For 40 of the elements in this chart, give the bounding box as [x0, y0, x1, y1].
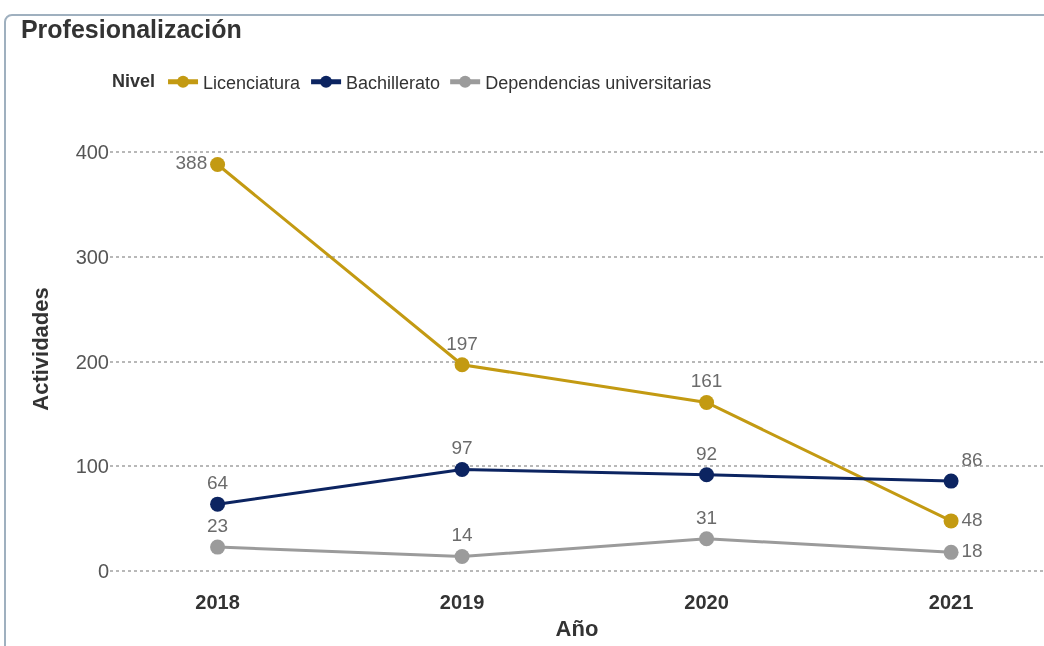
y-tick-label: 200	[75, 350, 109, 373]
data-label: 92	[696, 442, 718, 464]
point	[943, 513, 959, 529]
y-tick-label: 300	[75, 245, 109, 268]
point	[943, 544, 959, 560]
point	[210, 496, 226, 512]
legend-title: Nivel	[112, 70, 156, 91]
chart-title: Profesionalización	[20, 14, 242, 43]
data-label: 86	[961, 448, 983, 470]
legend-label: Licenciatura	[203, 72, 302, 93]
point	[699, 531, 715, 547]
point	[210, 539, 226, 555]
y-tick-label: 400	[75, 140, 109, 163]
data-label: 23	[207, 514, 229, 536]
data-label: 97	[451, 437, 473, 459]
x-axis-title: Año	[555, 615, 599, 641]
x-tick-label: 2021	[928, 591, 974, 613]
point	[210, 157, 226, 172]
point	[454, 357, 470, 373]
y-tick-label: 0	[97, 560, 109, 583]
data-label: 31	[696, 506, 718, 528]
data-label: 48	[961, 508, 983, 530]
y-tick-label: 100	[75, 455, 109, 478]
x-tick-label: 2019	[439, 591, 485, 613]
data-label: 18	[961, 540, 983, 562]
data-label: 161	[690, 370, 723, 392]
data-label: 388	[175, 152, 208, 174]
y-axis-title: Actividades	[28, 287, 54, 411]
point	[699, 467, 715, 483]
x-tick-label: 2018	[195, 591, 240, 613]
data-label: 197	[446, 332, 478, 354]
point	[454, 549, 470, 565]
data-label: 14	[451, 524, 474, 546]
x-tick-label: 2020	[684, 591, 729, 613]
point	[454, 462, 470, 478]
point	[943, 473, 959, 489]
legend-label: Bachillerato	[346, 72, 441, 93]
point	[699, 394, 715, 410]
legend-label: Dependencias universitarias	[485, 72, 712, 93]
data-label: 64	[207, 472, 229, 494]
